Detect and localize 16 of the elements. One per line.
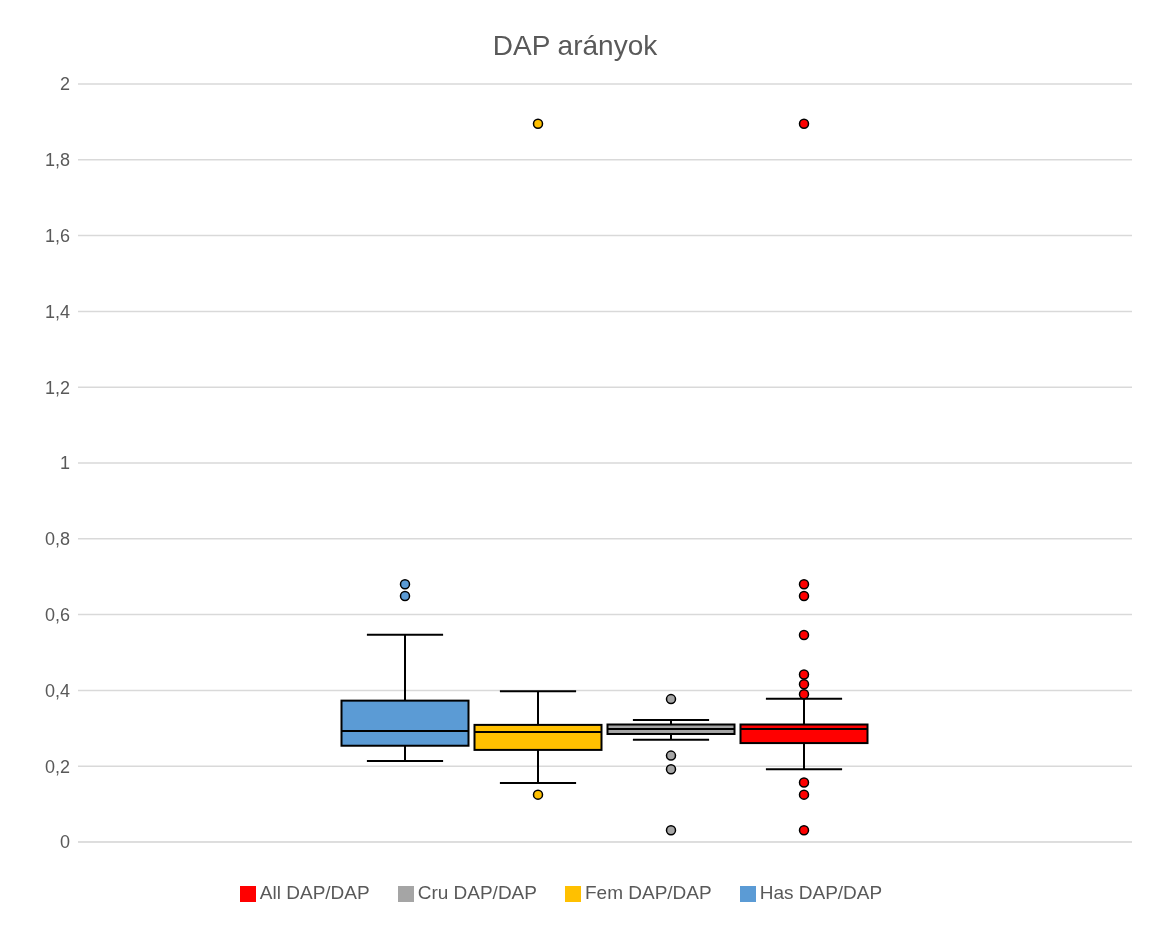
y-tick-label: 0,4 [44,680,70,701]
y-tick-label: 1 [59,453,70,474]
legend-label: Has DAP/DAP [759,882,883,903]
y-tick-label: 0 [59,832,70,853]
chart-title: DAP arányok [491,29,659,63]
y-tick-label: 1,8 [44,150,70,171]
legend-label: Cru DAP/DAP [417,882,537,903]
y-tick-label: 1,4 [44,301,70,322]
y-tick-label: 0,2 [44,756,70,777]
legend-label: Fem DAP/DAP [584,882,712,903]
legend-label: All DAP/DAP [259,882,370,903]
y-tick-label: 0,8 [44,529,70,550]
y-tick-label: 2 [59,74,70,95]
y-tick-label: 1,6 [44,225,70,246]
y-tick-label: 1,2 [44,377,70,398]
y-tick-label: 0,6 [44,604,70,625]
